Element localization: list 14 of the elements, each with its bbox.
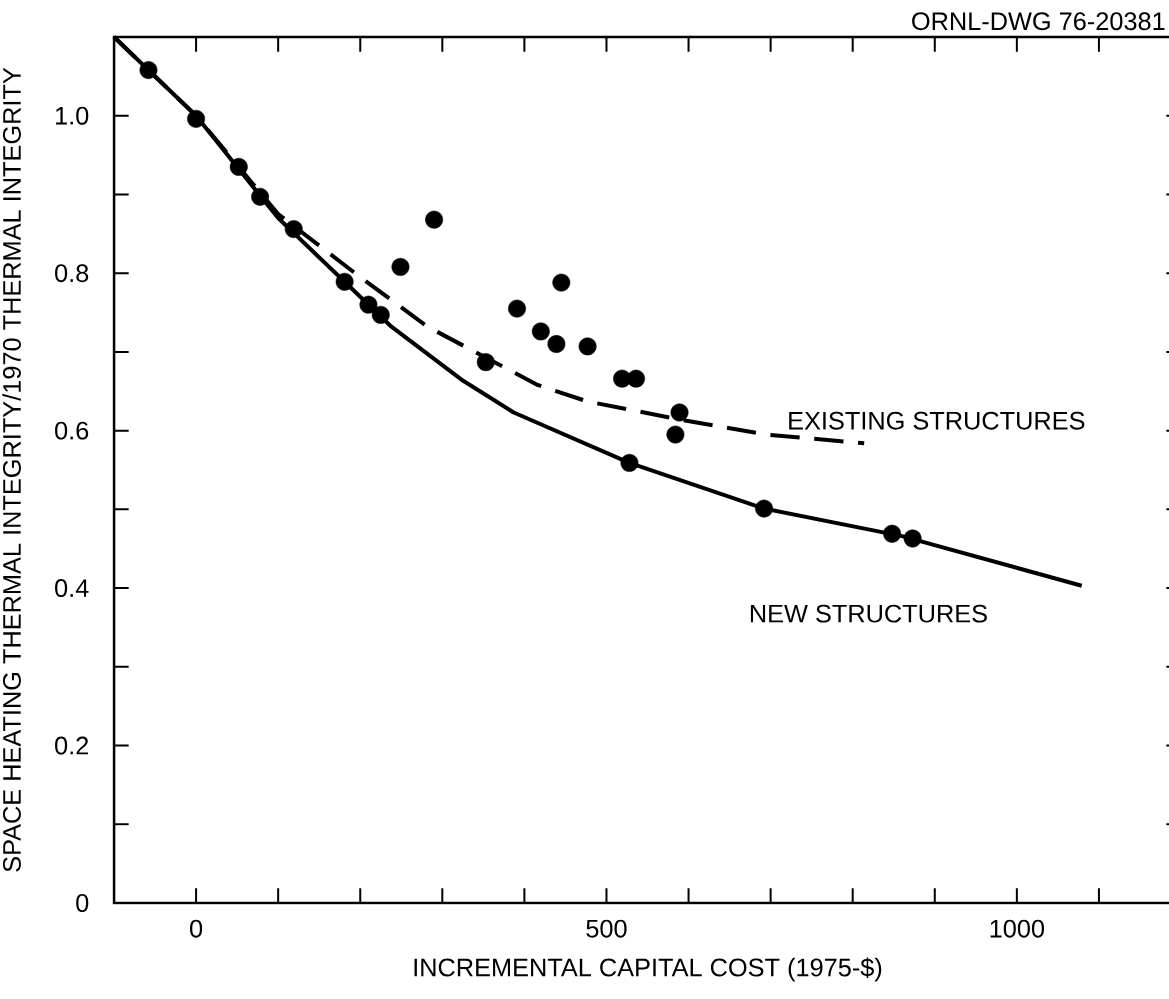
y-tick-label: 0.4 xyxy=(55,579,89,598)
x-tick-label: 1000 xyxy=(990,919,1045,938)
series-label: NEW STRUCTURES xyxy=(750,604,987,623)
y-tick-label: 0.2 xyxy=(55,736,89,755)
y-tick-label: 0.6 xyxy=(55,421,89,440)
y-tick-label: 0 xyxy=(76,894,89,912)
text: ORNL-DWG 76-20381 xyxy=(912,12,1165,31)
y-tick-label: 0.8 xyxy=(55,264,89,283)
y-tick-label: 1.0 xyxy=(56,106,89,125)
y-axis-title: SPACE HEATING THERMAL INTEGRITY/1970 THERMAL INTEGRITY xyxy=(2,67,21,872)
series-label: EXISTING STRUCTURES xyxy=(789,411,1085,430)
x-axis-title: INCREMENTAL CAPITAL COST (1975-$) xyxy=(414,957,882,982)
x-tick-label: 500 xyxy=(586,919,627,938)
x-tick-label: 0 xyxy=(190,919,203,938)
